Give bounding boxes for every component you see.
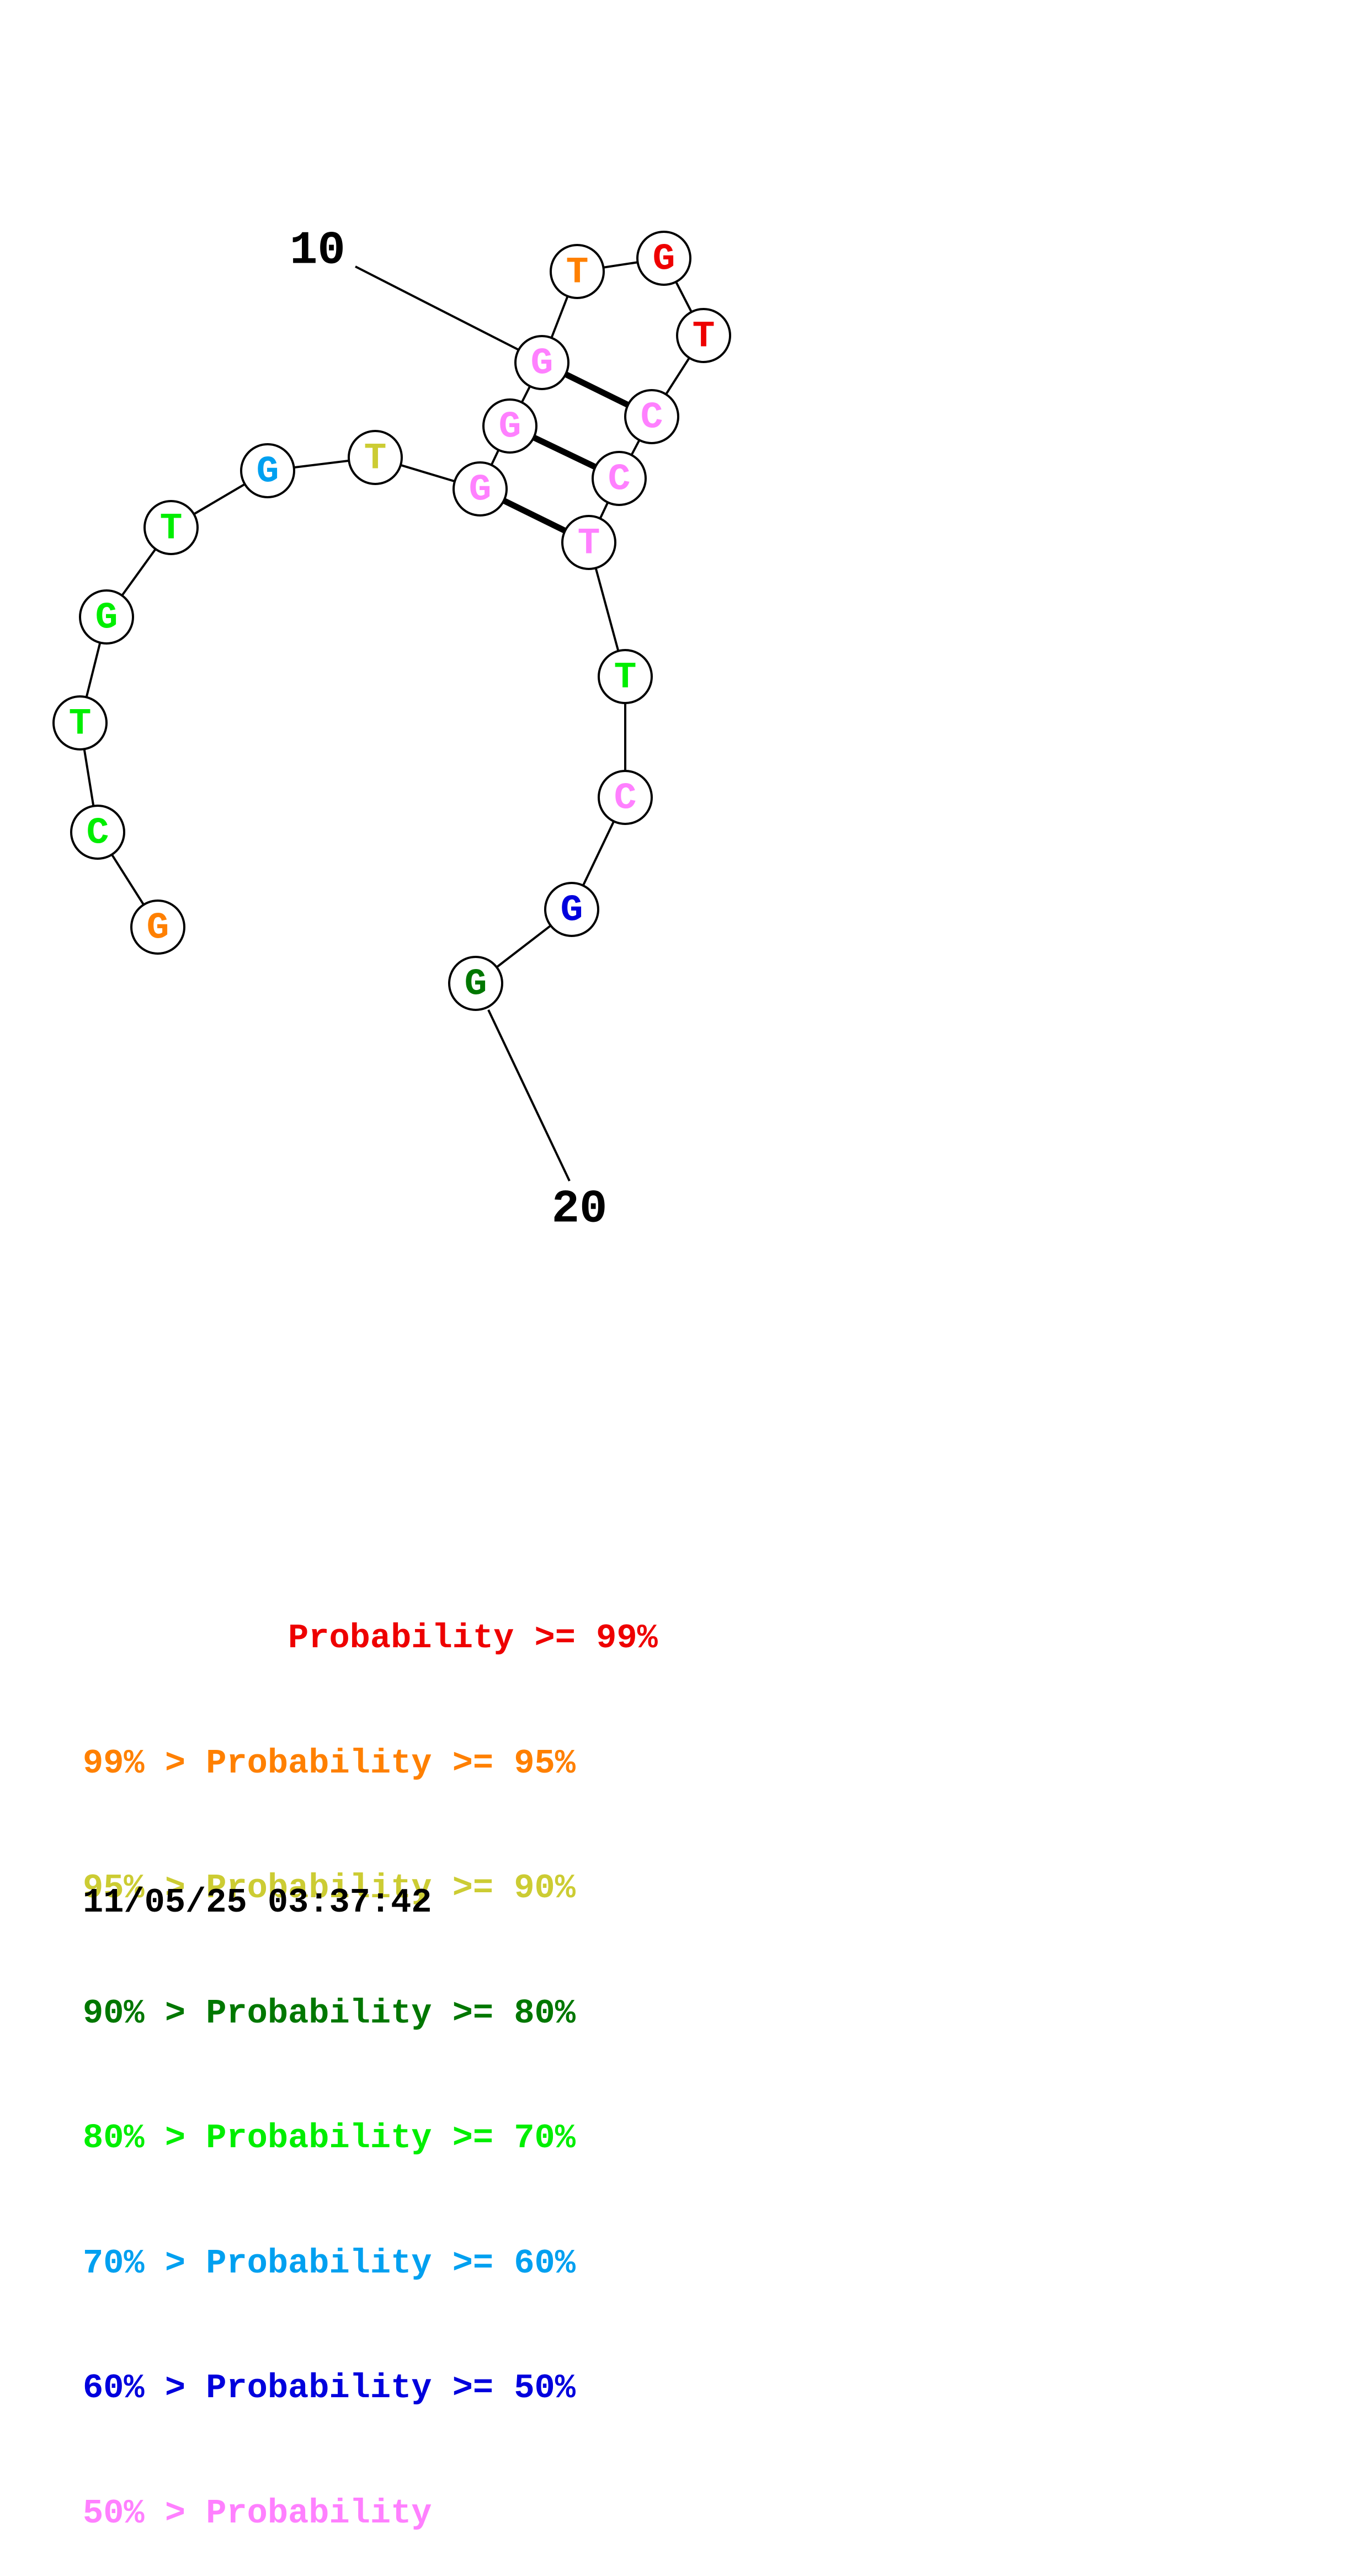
nucleotide-6: G	[240, 443, 295, 498]
legend-row-7: 60% > Probability >= 50%	[83, 2369, 576, 2408]
nucleotide-circle	[636, 231, 691, 286]
nucleotide-3: T	[52, 695, 108, 751]
nucleotide-circle	[592, 451, 647, 506]
nucleotide-base: G	[469, 469, 492, 512]
nucleotide-9: G	[482, 398, 537, 454]
nucleotide-circle	[52, 695, 108, 751]
position-label-20: 20	[552, 1184, 608, 1236]
nucleotide-4: G	[79, 589, 134, 645]
timestamp: 11/05/25 03:37:42	[83, 1883, 432, 1922]
legend-row-4: 90% > Probability >= 80%	[83, 1993, 576, 2033]
nucleotide-base: G	[499, 406, 521, 449]
nucleotide-base: T	[614, 657, 637, 699]
nucleotide-circle	[143, 500, 199, 555]
nucleotide-circle	[130, 900, 185, 955]
nucleotide-5: T	[143, 500, 199, 555]
nucleotide-base: C	[87, 812, 109, 855]
nucleotide-13: T	[676, 308, 731, 363]
nucleotide-20: G	[448, 956, 503, 1011]
nucleotide-base: T	[566, 252, 589, 294]
nucleotide-circle	[550, 244, 605, 299]
nucleotide-circle	[561, 515, 616, 570]
position-labels: 10 20	[290, 225, 607, 1236]
nucleotide-circle	[624, 389, 679, 444]
nucleotide-base: T	[578, 523, 600, 565]
legend-row-3: 95% > Probability >= 90%	[83, 1869, 576, 1908]
nucleotide-base: C	[608, 459, 631, 501]
nucleotide-base: C	[641, 397, 663, 439]
nucleotide-17: T	[598, 649, 653, 704]
legend-row-6: 70% > Probability >= 60%	[83, 2243, 576, 2283]
nucleotide-14: C	[624, 389, 679, 444]
nucleotide-base: G	[465, 964, 487, 1006]
label-leader-line	[355, 265, 519, 351]
nucleotide-base: G	[95, 597, 118, 640]
nucleotide-base: G	[531, 343, 553, 385]
nucleotide-7: T	[348, 430, 403, 485]
nucleotide-base: T	[160, 508, 183, 550]
nucleotide-circle	[448, 956, 503, 1011]
nucleotide-base: G	[653, 238, 675, 281]
nucleotide-11: T	[550, 244, 605, 299]
nucleotide-base: T	[693, 316, 715, 358]
legend-row-1: Probability >= 99%	[83, 1619, 658, 1658]
nucleotide-12: G	[636, 231, 691, 286]
nucleotide-19: G	[544, 882, 599, 937]
nucleotide-base: C	[614, 778, 637, 820]
nucleotide-10: G	[514, 335, 569, 390]
nucleotide-circle	[348, 430, 403, 485]
nucleotide-base: T	[69, 703, 92, 746]
nucleotide-circle	[453, 461, 508, 517]
nucleotide-8: G	[453, 461, 508, 517]
nucleotide-circle	[514, 335, 569, 390]
probability-legend: Probability >= 99% 99% > Probability >= …	[83, 1534, 658, 2576]
backbone-lines	[79, 257, 705, 984]
nucleotide-base: G	[257, 451, 279, 493]
nucleotide-16: T	[561, 515, 616, 570]
nucleotide-18: C	[598, 770, 653, 825]
legend-row-2: 99% > Probability >= 95%	[83, 1743, 576, 1783]
nucleotide-base: T	[364, 438, 387, 480]
position-label-10: 10	[290, 225, 345, 278]
nucleotide-circle	[676, 308, 731, 363]
nucleotide-base: G	[561, 890, 583, 932]
label-leader-line	[487, 1009, 571, 1181]
legend-row-8: 50% > Probability	[83, 2493, 432, 2533]
nucleotide-circle	[70, 805, 125, 860]
nucleotide-circle	[598, 770, 653, 825]
nucleotide-circle	[544, 882, 599, 937]
nucleotide-circle	[240, 443, 295, 498]
nucleotide-circle	[79, 589, 134, 645]
nucleotide-base: G	[147, 907, 169, 950]
nucleotide-circle	[482, 398, 537, 454]
legend-row-5: 80% > Probability >= 70%	[83, 2119, 576, 2158]
nucleotide-2: C	[70, 805, 125, 860]
nucleotide-1: G	[130, 900, 185, 955]
nucleotide-circle	[598, 649, 653, 704]
nucleotide-15: C	[592, 451, 647, 506]
